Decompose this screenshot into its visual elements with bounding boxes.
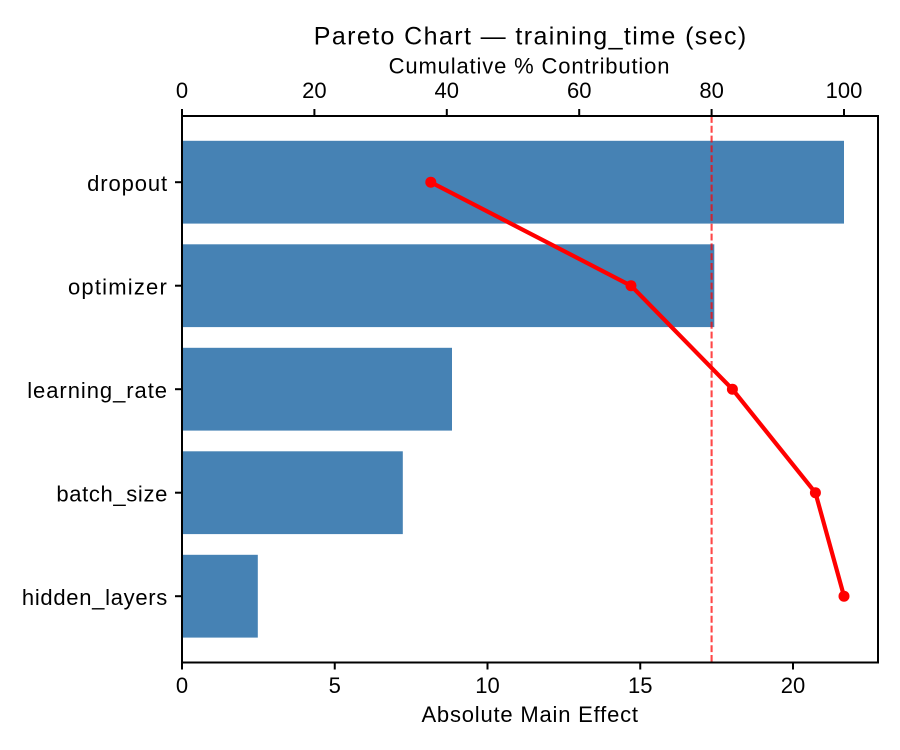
svg-text:100: 100 xyxy=(826,78,863,103)
svg-text:10: 10 xyxy=(475,673,499,698)
svg-text:dropout: dropout xyxy=(87,171,168,196)
svg-text:5: 5 xyxy=(329,673,341,698)
svg-text:40: 40 xyxy=(435,78,459,103)
svg-text:20: 20 xyxy=(781,673,805,698)
svg-text:80: 80 xyxy=(699,78,723,103)
svg-text:hidden_layers: hidden_layers xyxy=(22,585,168,610)
svg-text:Pareto Chart — training_time (: Pareto Chart — training_time (sec) xyxy=(314,23,748,51)
svg-text:Cumulative % Contribution: Cumulative % Contribution xyxy=(389,54,671,79)
svg-text:learning_rate: learning_rate xyxy=(27,378,168,403)
svg-text:15: 15 xyxy=(628,673,652,698)
svg-text:batch_size: batch_size xyxy=(56,482,168,507)
svg-text:Absolute Main Effect: Absolute Main Effect xyxy=(421,702,638,727)
svg-text:20: 20 xyxy=(302,78,326,103)
svg-text:0: 0 xyxy=(176,78,188,103)
svg-text:optimizer: optimizer xyxy=(68,275,168,300)
svg-text:0: 0 xyxy=(176,673,188,698)
svg-text:60: 60 xyxy=(567,78,591,103)
